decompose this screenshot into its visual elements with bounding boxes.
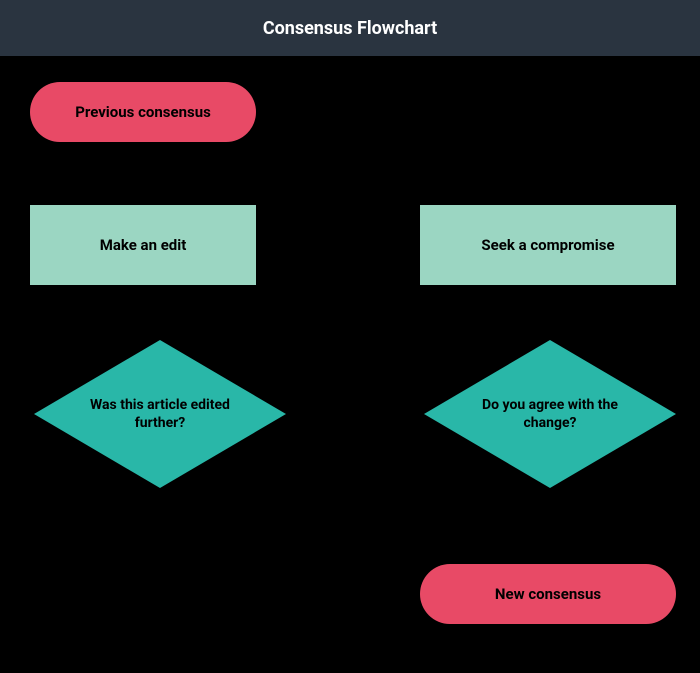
node-seek-compromise: Seek a compromise — [420, 205, 676, 285]
chart-title: Consensus Flowchart — [0, 0, 700, 56]
node-new-consensus: New consensus — [420, 564, 676, 624]
node-label: Do you agree with the change? — [424, 340, 676, 488]
node-agree-change: Do you agree with the change? — [424, 340, 676, 488]
node-previous-consensus: Previous consensus — [30, 82, 256, 142]
node-edited-further: Was this article edited further? — [34, 340, 286, 488]
flowchart-canvas: Consensus Flowchart Previous consensus M… — [0, 0, 700, 673]
node-label: Was this article edited further? — [34, 340, 286, 488]
node-make-edit: Make an edit — [30, 205, 256, 285]
